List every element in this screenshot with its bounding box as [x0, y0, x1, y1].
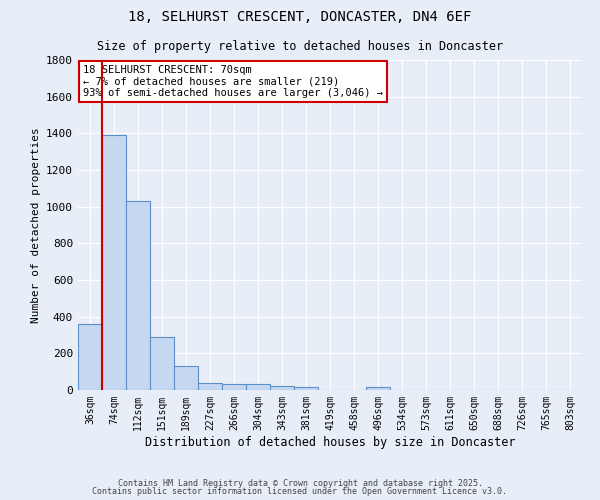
- Text: Size of property relative to detached houses in Doncaster: Size of property relative to detached ho…: [97, 40, 503, 53]
- Text: Contains public sector information licensed under the Open Government Licence v3: Contains public sector information licen…: [92, 487, 508, 496]
- Bar: [270, 386, 294, 390]
- Bar: [366, 387, 390, 390]
- Bar: [78, 324, 102, 390]
- Bar: [246, 384, 270, 390]
- Bar: [294, 387, 318, 390]
- Bar: [198, 382, 222, 390]
- Bar: [174, 366, 198, 390]
- Bar: [126, 201, 150, 390]
- Bar: [102, 135, 126, 390]
- Text: 18, SELHURST CRESCENT, DONCASTER, DN4 6EF: 18, SELHURST CRESCENT, DONCASTER, DN4 6E…: [128, 10, 472, 24]
- Y-axis label: Number of detached properties: Number of detached properties: [31, 127, 41, 323]
- Bar: [222, 384, 246, 390]
- Text: Contains HM Land Registry data © Crown copyright and database right 2025.: Contains HM Land Registry data © Crown c…: [118, 478, 482, 488]
- X-axis label: Distribution of detached houses by size in Doncaster: Distribution of detached houses by size …: [145, 436, 515, 448]
- Bar: [150, 337, 174, 390]
- Text: 18 SELHURST CRESCENT: 70sqm
← 7% of detached houses are smaller (219)
93% of sem: 18 SELHURST CRESCENT: 70sqm ← 7% of deta…: [83, 65, 383, 98]
